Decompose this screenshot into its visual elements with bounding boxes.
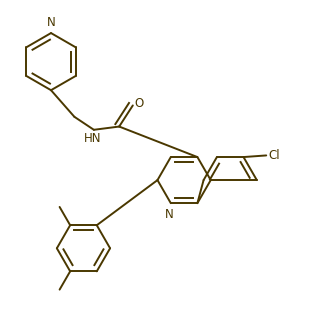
- Text: HN: HN: [83, 132, 101, 145]
- Text: O: O: [134, 97, 143, 110]
- Text: Cl: Cl: [269, 149, 280, 162]
- Text: N: N: [47, 16, 55, 29]
- Text: N: N: [165, 208, 173, 221]
